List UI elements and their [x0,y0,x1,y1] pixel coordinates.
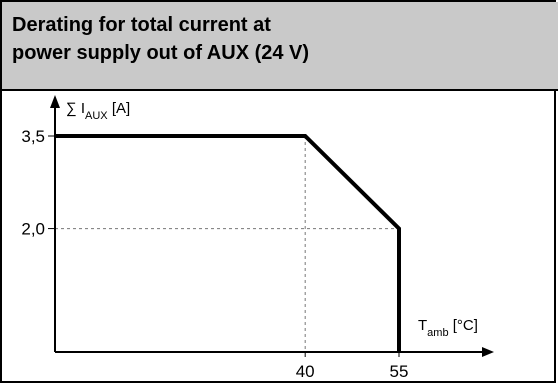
x-tick-label: 40 [296,362,315,381]
derating-curve [55,134,401,352]
y-tick-label: 2,0 [21,220,45,239]
y-tick-label: 3,5 [21,127,45,146]
chart-title: Derating for total current at power supp… [12,11,309,67]
chart-title-line-1: Derating for total current at [12,14,271,36]
chart-title-line-2: power supply out of AUX (24 V) [12,42,310,64]
chart-header: Derating for total current at power supp… [2,2,558,91]
x-axis-arrow [482,347,494,357]
y-axis-label: ∑ IAUX [A] [66,100,130,122]
x-axis-label: Tamb [°C] [418,317,478,339]
x-tick-label: 55 [390,362,409,381]
y-axis-arrow [50,95,60,108]
